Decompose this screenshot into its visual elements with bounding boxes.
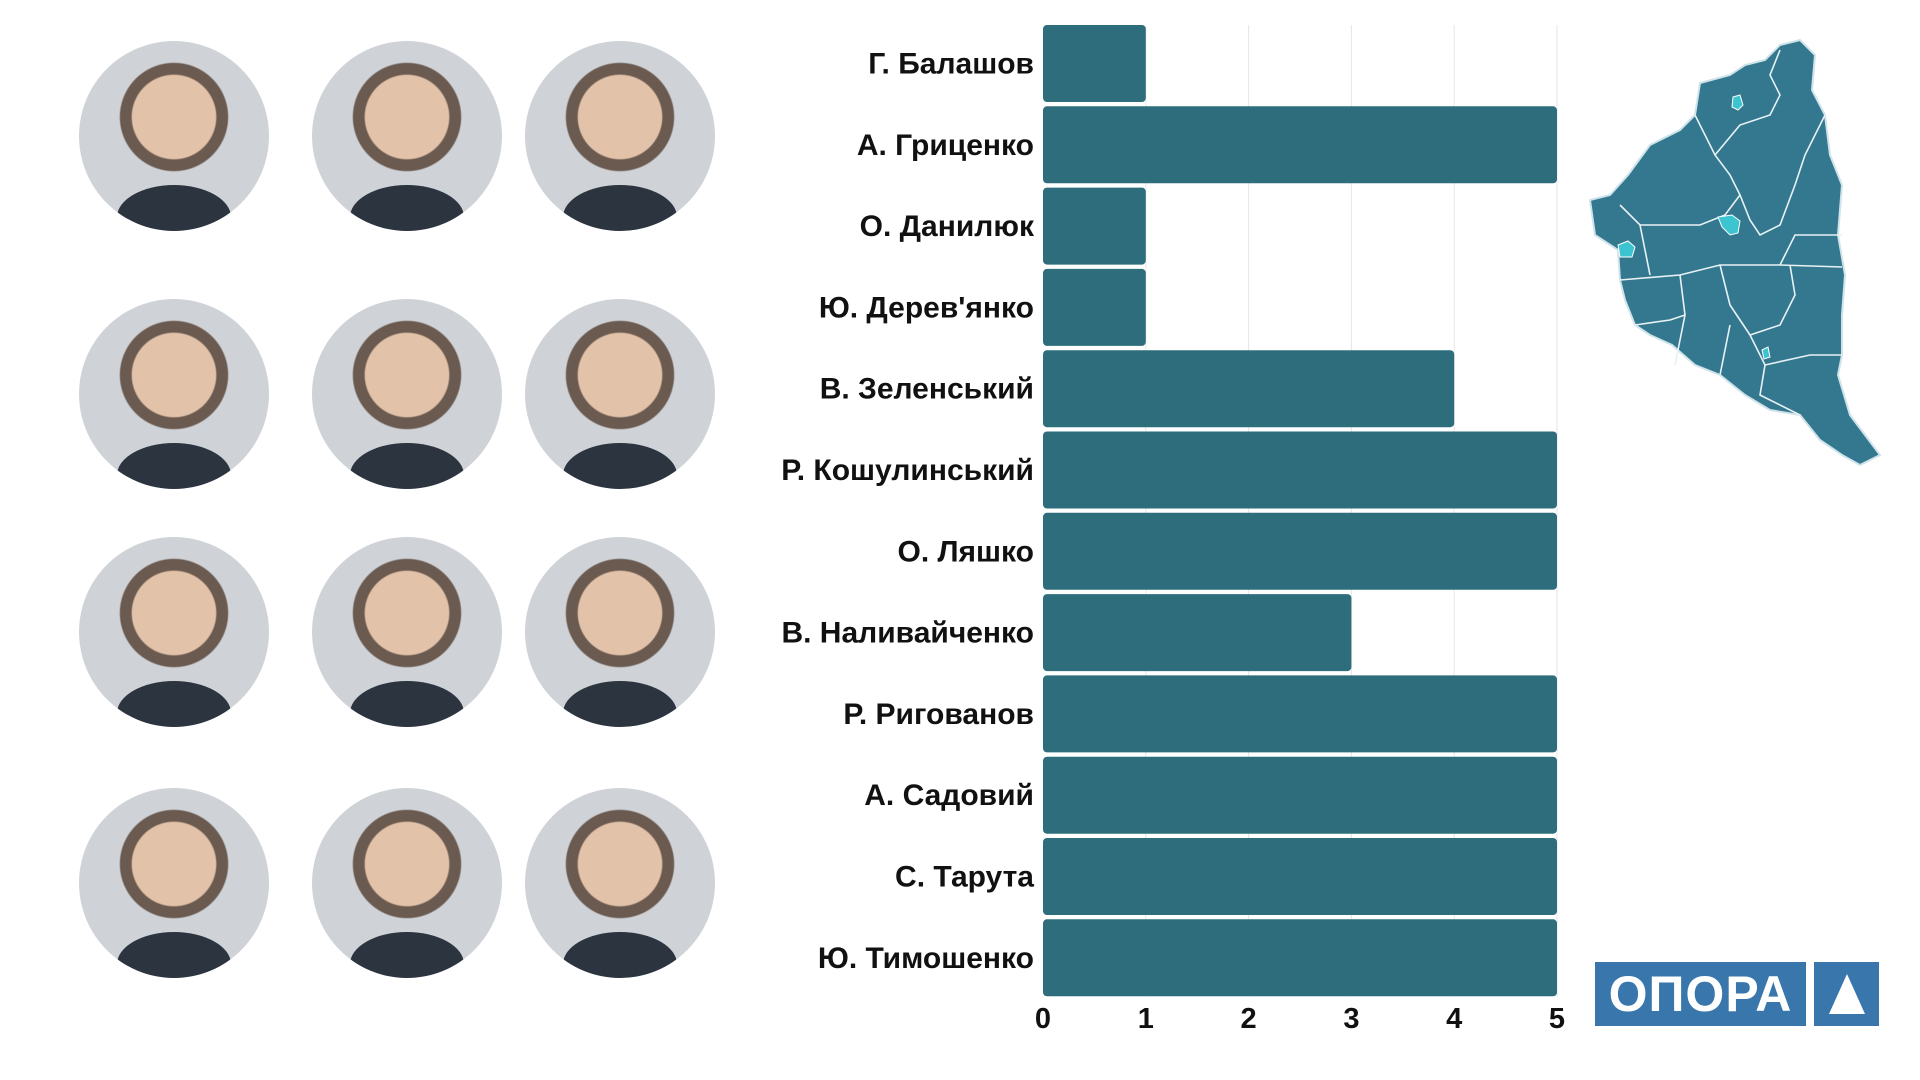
bar xyxy=(1043,512,1557,590)
category-label: С. Тарута xyxy=(895,861,1034,894)
bar xyxy=(1043,675,1557,753)
x-tick-label: 1 xyxy=(1138,1003,1154,1035)
candidate-photo xyxy=(312,788,502,978)
category-label: В. Наливайченко xyxy=(781,617,1034,650)
category-label: А. Садовий xyxy=(864,779,1034,812)
category-label: Г. Балашов xyxy=(868,48,1034,81)
candidate-photo xyxy=(525,788,715,978)
candidate-photo xyxy=(79,537,269,727)
photo-figure xyxy=(117,185,231,231)
photo-figure xyxy=(350,932,464,978)
photo-figure xyxy=(350,185,464,231)
bar xyxy=(1043,756,1557,834)
highlight-district xyxy=(1617,240,1636,258)
bar xyxy=(1043,431,1557,509)
category-label: В. Зеленський xyxy=(820,373,1034,406)
region-map xyxy=(1588,38,1882,467)
photo-figure xyxy=(350,443,464,489)
category-label: О. Данилюк xyxy=(860,210,1035,243)
photo-figure xyxy=(563,185,677,231)
category-label: Р. Кошулинський xyxy=(781,454,1034,487)
photo-figure xyxy=(117,932,231,978)
candidate-photo xyxy=(312,41,502,231)
candidate-photo xyxy=(312,299,502,489)
logo-text: ОПОРА xyxy=(1595,962,1806,1026)
category-label: Ю. Дерев'янко xyxy=(819,291,1034,324)
triangle-icon xyxy=(1814,962,1879,1026)
candidate-photo xyxy=(79,41,269,231)
bar xyxy=(1043,106,1557,184)
x-tick-label: 3 xyxy=(1343,1003,1359,1035)
photo-figure xyxy=(117,443,231,489)
x-tick-label: 4 xyxy=(1446,1003,1462,1035)
category-label: О. Ляшко xyxy=(897,535,1034,568)
bar xyxy=(1043,187,1146,265)
candidate-photo xyxy=(312,537,502,727)
photo-figure xyxy=(350,681,464,727)
highlight-district xyxy=(1731,94,1744,111)
x-tick-label: 5 xyxy=(1549,1003,1565,1035)
bar xyxy=(1043,25,1146,102)
region-outline xyxy=(1588,38,1882,467)
candidate-photo xyxy=(79,788,269,978)
candidate-photo xyxy=(525,537,715,727)
photo-figure xyxy=(563,443,677,489)
opora-logo: ОПОРА xyxy=(1595,962,1879,1026)
bar xyxy=(1043,594,1352,672)
highlight-district xyxy=(1717,214,1741,236)
bar xyxy=(1043,838,1557,915)
x-tick-label: 2 xyxy=(1241,1003,1257,1035)
category-label: А. Гриценко xyxy=(857,129,1034,162)
candidate-photo xyxy=(525,299,715,489)
photo-figure xyxy=(563,681,677,727)
bar xyxy=(1043,268,1146,346)
highlight-district xyxy=(1761,346,1771,360)
category-label: Ю. Тимошенко xyxy=(818,942,1034,975)
x-tick-label: 0 xyxy=(1035,1003,1051,1035)
photo-figure xyxy=(117,681,231,727)
photo-figure xyxy=(563,932,677,978)
bar xyxy=(1043,350,1455,428)
candidate-photo xyxy=(79,299,269,489)
category-label: Р. Ригованов xyxy=(843,698,1034,731)
candidate-photo xyxy=(525,41,715,231)
bar xyxy=(1043,919,1557,997)
